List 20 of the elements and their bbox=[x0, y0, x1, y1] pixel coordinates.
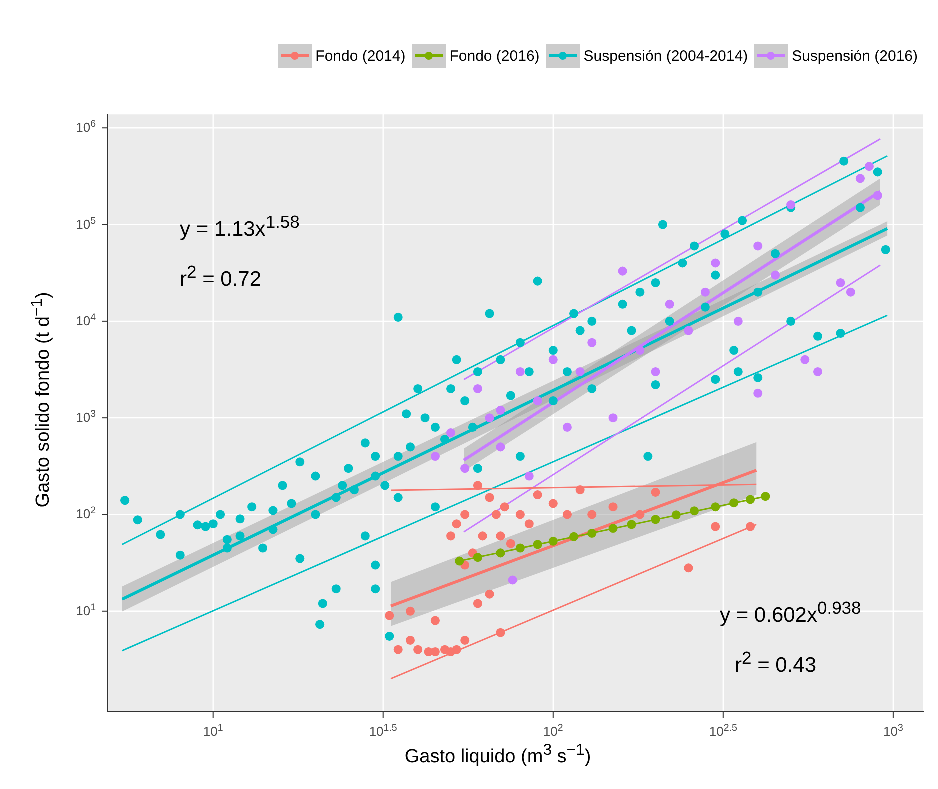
x-axis-title: Gasto liquido (m$^{3}$ s$^{−1}$) bbox=[404, 742, 592, 768]
legend-label: Fondo (2014) bbox=[316, 48, 406, 64]
annotation: y = 1.13x$^{1.58}$ bbox=[180, 212, 300, 242]
y-tick-label: 10$^{3}$ bbox=[76, 408, 96, 426]
x-tick-label: 10$^{2}$ bbox=[543, 722, 564, 739]
y-tick-label: 10$^{5}$ bbox=[76, 215, 97, 232]
annotation: r$^{2}$ = 0.72 bbox=[180, 262, 262, 292]
x-tick-label: 10$^{2.5}$ bbox=[709, 722, 738, 739]
y-tick-label: 10$^{4}$ bbox=[76, 312, 97, 328]
y-tick-label: 10$^{1}$ bbox=[76, 602, 96, 618]
x-tick-label: 10$^{3}$ bbox=[883, 722, 904, 739]
legend-label: Suspensión (2016) bbox=[792, 48, 918, 64]
y-tick-label: 10$^{2}$ bbox=[76, 505, 96, 522]
legend-label: Fondo (2016) bbox=[450, 48, 540, 64]
x-tick-label: 10$^{1.5}$ bbox=[369, 722, 398, 739]
annotation: y = 0.602x$^{0.938}$ bbox=[720, 598, 862, 628]
annotation: r$^{2}$ = 0.43 bbox=[735, 648, 817, 678]
legend-label: Suspensión (2004-2014) bbox=[584, 48, 748, 64]
x-tick-label: 10$^{1}$ bbox=[203, 722, 224, 739]
y-tick-label: 10$^{6}$ bbox=[76, 118, 96, 136]
